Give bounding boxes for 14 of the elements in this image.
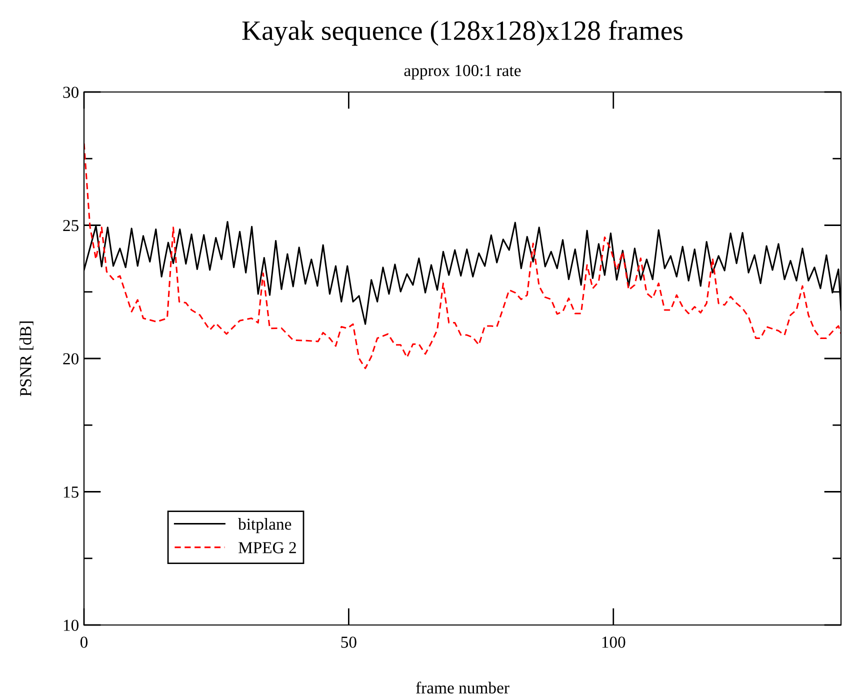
y-tick-label: 30 bbox=[63, 86, 79, 98]
legend-label: MPEG 2 bbox=[238, 542, 296, 554]
x-tick-label: 0 bbox=[80, 636, 88, 648]
y-tick-label: 10 bbox=[64, 620, 79, 631]
y-tick-label: 15 bbox=[64, 486, 78, 498]
y-axis-title: PSNR [dB] bbox=[20, 322, 34, 396]
y-tick-label: 25 bbox=[63, 220, 78, 232]
x-tick-label: 100 bbox=[602, 636, 626, 648]
chart-title: Kayak sequence (128x128)x128 frames bbox=[242, 20, 682, 46]
chart-subtitle: approx 100:1 rate bbox=[404, 64, 521, 80]
x-axis-title: frame number bbox=[416, 682, 510, 694]
x-tick-label: 50 bbox=[341, 636, 356, 648]
legend-label: bitplane bbox=[238, 518, 292, 534]
y-tick-label: 20 bbox=[63, 353, 79, 364]
